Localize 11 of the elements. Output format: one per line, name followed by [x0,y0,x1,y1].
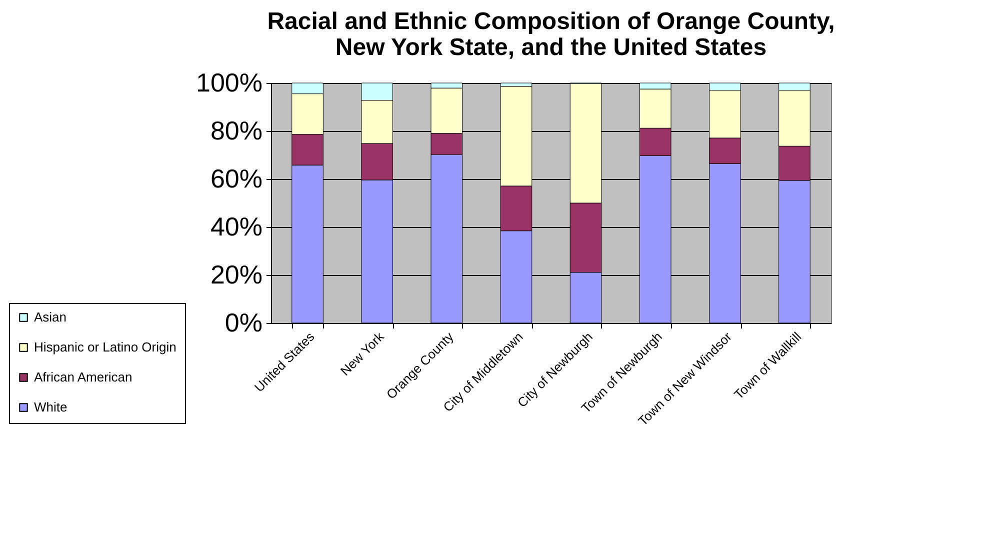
legend-label: African American [34,370,132,384]
y-tick-label: 40% [210,212,262,242]
chart-title: Racial and Ethnic Composition of Orange County, New York State, and the United States [267,8,835,61]
y-tick-label: 0% [224,308,262,338]
y-tick-label: 100% [196,68,262,98]
legend-label: Asian [34,310,67,324]
legend-label: White [34,400,68,414]
legend-label: Hispanic or Latino Origin [34,340,176,354]
y-tick-label: 60% [210,164,262,194]
y-tick-label: 20% [210,260,262,290]
y-tick-label: 80% [210,116,262,146]
